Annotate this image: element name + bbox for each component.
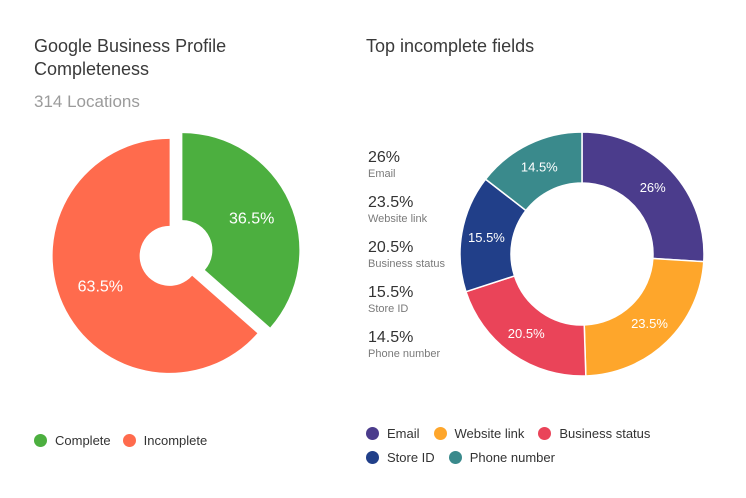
summary-percent: 15.5% [368,284,414,301]
incomplete-fields-title: Top incomplete fields [366,36,535,56]
slice-complete [182,133,300,328]
legend-label: Incomplete [143,432,208,448]
legend-item-website-link: Website link [433,421,525,445]
summary-label: Email [368,168,396,180]
locations-subtitle: 314 Locations [34,92,140,111]
slice-label-website-link: 23.5% [631,316,668,331]
slice-label-complete: 36.5% [229,210,274,227]
slice-label-incomplete: 63.5% [78,279,123,296]
legend-item-email: Email [366,421,420,445]
summary-item-email: 26% Email [368,148,445,193]
legend-label: Business status [559,425,651,441]
incomplete-fields-donut: 26% 23.5% 20.5% 15.5% 14.5% [459,131,705,377]
summary-item-store-id: 15.5% Store ID [368,283,445,328]
legend-item-business-status: Business status [538,421,650,445]
legend-label: Website link [454,425,525,441]
summary-percent: 20.5% [368,239,414,256]
slice-label-store-id: 15.5% [468,230,505,245]
legend-item-store-id: Store ID [366,445,435,469]
legend-swatch [433,426,447,440]
slice-label-email: 26% [640,180,666,195]
slice-website-link [583,257,705,377]
legend-swatch [366,450,379,464]
summary-percent: 23.5% [368,194,414,211]
legend-swatch [122,433,136,447]
slice-email [581,131,705,263]
summary-label: Store ID [368,303,409,315]
legend-label: Complete [55,432,111,448]
summary-item-website-link: 23.5% Website link [368,193,445,238]
legend-item-complete: Complete [34,428,111,452]
summary-percent: 14.5% [368,329,414,346]
incomplete-fields-summary: 26% Email 23.5% Website link 20.5% Business s… [368,148,445,373]
slice-label-phone-number: 14.5% [521,159,558,174]
incomplete-fields-legend: Email Website link Business status Store ID… [366,421,736,469]
completeness-legend: Complete Incomplete [34,428,219,452]
summary-label: Phone number [368,348,441,360]
legend-label: Phone number [469,449,555,465]
legend-label: Email [387,425,420,441]
legend-label: Store ID [387,449,435,465]
completeness-title: Google Business Profile Completeness [34,36,227,79]
summary-item-phone-number: 14.5% Phone number [368,328,445,373]
slice-phone-number [484,131,583,212]
summary-label: Website link [368,213,428,225]
summary-item-business-status: 20.5% Business status [368,238,445,283]
completeness-pie: 36.5% 63.5% [52,133,300,373]
slice-incomplete [52,138,258,373]
legend-swatch [448,450,462,464]
summary-percent: 26% [368,149,401,166]
legend-swatch [366,426,379,440]
legend-item-phone-number: Phone number [448,445,555,469]
legend-swatch [34,433,47,447]
slice-label-business-status: 20.5% [508,326,545,341]
legend-item-incomplete: Incomplete [122,428,208,452]
legend-swatch [538,426,552,440]
summary-label: Business status [368,258,446,270]
